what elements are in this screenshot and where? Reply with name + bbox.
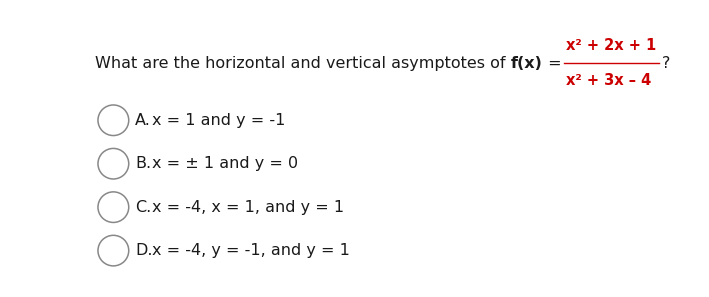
Text: A.: A. (135, 113, 151, 128)
Text: B.: B. (135, 156, 152, 171)
Text: D.: D. (135, 243, 153, 258)
Text: x = ± 1 and y = 0: x = ± 1 and y = 0 (152, 156, 298, 171)
Text: f(x): f(x) (511, 56, 542, 71)
Text: x² + 2x + 1: x² + 2x + 1 (566, 38, 657, 53)
Text: x = -4, x = 1, and y = 1: x = -4, x = 1, and y = 1 (152, 200, 344, 215)
Text: ?: ? (661, 56, 670, 71)
Text: What are the horizontal and vertical asymptotes of: What are the horizontal and vertical asy… (95, 56, 511, 71)
Text: x = 1 and y = -1: x = 1 and y = -1 (152, 113, 285, 128)
Text: =: = (542, 56, 566, 71)
Text: x² + 3x – 4: x² + 3x – 4 (566, 73, 652, 88)
Text: x = -4, y = -1, and y = 1: x = -4, y = -1, and y = 1 (152, 243, 350, 258)
Text: C.: C. (135, 200, 152, 215)
